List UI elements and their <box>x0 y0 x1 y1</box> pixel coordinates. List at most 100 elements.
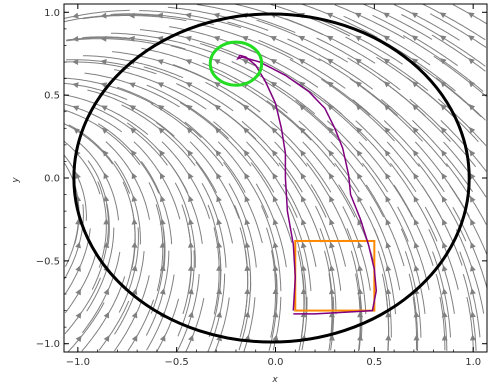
streamline-arrow <box>131 264 138 272</box>
streamline <box>140 161 173 245</box>
streamline-arrow <box>413 218 420 226</box>
streamline-arrow <box>188 172 194 180</box>
streamline <box>143 66 234 112</box>
streamline-arrow <box>157 82 165 88</box>
streamline-arrow <box>186 127 194 134</box>
streamline <box>184 121 246 193</box>
streamline-arrow <box>157 59 164 65</box>
streamline-arrow <box>101 105 108 112</box>
streamline <box>217 141 269 219</box>
streamline <box>260 205 282 292</box>
streamline-arrow <box>412 104 419 111</box>
x-tick-label: 1.0 <box>465 357 481 368</box>
streamline-arrow <box>75 172 81 180</box>
streamline-arrow <box>185 59 193 65</box>
streamline-arrow <box>131 241 138 248</box>
streamline-arrow <box>100 59 107 65</box>
streamline-arrow <box>213 12 220 19</box>
streamline-arrow <box>469 149 476 157</box>
streamline-arrow <box>103 311 109 319</box>
streamline-arrow <box>441 218 448 226</box>
streamline-arrow <box>159 334 166 342</box>
streamline-arrow <box>384 104 391 111</box>
streamline-arrow <box>272 195 279 203</box>
streamline-arrow <box>272 149 278 157</box>
streamline-arrow <box>73 127 80 134</box>
streamline <box>195 161 233 244</box>
streamline-arrow <box>272 172 279 180</box>
streamline <box>172 64 261 113</box>
streamline-arrow <box>216 311 223 318</box>
streamline-arrow <box>356 127 363 134</box>
streamline-arrow <box>354 12 362 19</box>
streamline <box>323 99 392 168</box>
streamline-arrow <box>385 172 391 180</box>
streamline-arrow <box>413 172 420 180</box>
y-tick-label: 0.0 <box>44 174 60 185</box>
streamline <box>82 251 121 334</box>
streamline <box>201 182 227 268</box>
streamline <box>466 296 474 351</box>
streamline-arrow <box>468 81 475 88</box>
streamline <box>141 47 237 84</box>
streamline-arrow <box>72 105 80 112</box>
streamline-arrow <box>128 82 136 88</box>
streamline-arrow <box>156 12 164 19</box>
streamline-arrow <box>383 12 390 19</box>
streamline-arrow <box>188 334 194 342</box>
streamline-arrow <box>187 218 194 225</box>
streamline-arrow <box>271 127 278 134</box>
streamline-arrow <box>272 264 279 272</box>
streamline-arrow <box>383 58 391 65</box>
streamline-arrow <box>385 288 392 295</box>
streamline-arrow <box>468 103 476 111</box>
streamline-arrow <box>413 264 420 272</box>
streamline-arrow <box>298 35 306 42</box>
y-axis-label: y <box>11 177 21 184</box>
streamline-arrow <box>413 334 420 341</box>
streamline-arrow <box>270 81 278 88</box>
streamline <box>377 250 392 338</box>
streamline <box>241 120 303 193</box>
streamline <box>64 163 80 245</box>
streamline-arrow <box>299 127 306 134</box>
streamline <box>378 77 451 142</box>
streamline <box>380 99 448 168</box>
streamline <box>64 77 154 105</box>
streamline <box>270 120 332 193</box>
streamline-arrow <box>411 58 419 65</box>
streamline-arrow <box>187 241 194 248</box>
streamline <box>383 120 445 193</box>
streamline <box>155 204 164 292</box>
streamline <box>228 183 257 268</box>
streamline-arrow <box>300 172 307 180</box>
x-axis-label: x <box>271 375 278 385</box>
streamline <box>237 100 308 167</box>
streamline <box>270 4 351 37</box>
streamline-arrow <box>384 149 391 157</box>
streamline-arrow <box>356 149 363 157</box>
streamline-arrow <box>100 12 107 19</box>
streamline-arrow <box>75 218 82 225</box>
streamline <box>429 13 487 48</box>
streamline-arrow <box>470 265 476 272</box>
streamline <box>283 183 317 267</box>
streamline-arrow <box>130 149 137 157</box>
streamline-arrow <box>272 241 279 249</box>
y-tick-label: −1.0 <box>36 339 60 350</box>
streamline-arrow <box>384 126 391 134</box>
streamline-arrow <box>242 59 249 65</box>
streamline <box>67 302 105 352</box>
streamline <box>400 228 426 314</box>
streamline <box>64 154 87 221</box>
streamline-arrow <box>385 218 392 226</box>
trajectory-curve <box>236 54 378 315</box>
streamline-arrow <box>299 104 306 111</box>
streamline <box>113 275 150 352</box>
streamline <box>334 162 380 242</box>
streamline <box>431 34 486 72</box>
streamline-arrow <box>187 288 194 295</box>
streamline-arrow <box>157 104 165 111</box>
streamline-arrow <box>441 149 448 157</box>
streamline-arrow <box>467 12 475 19</box>
